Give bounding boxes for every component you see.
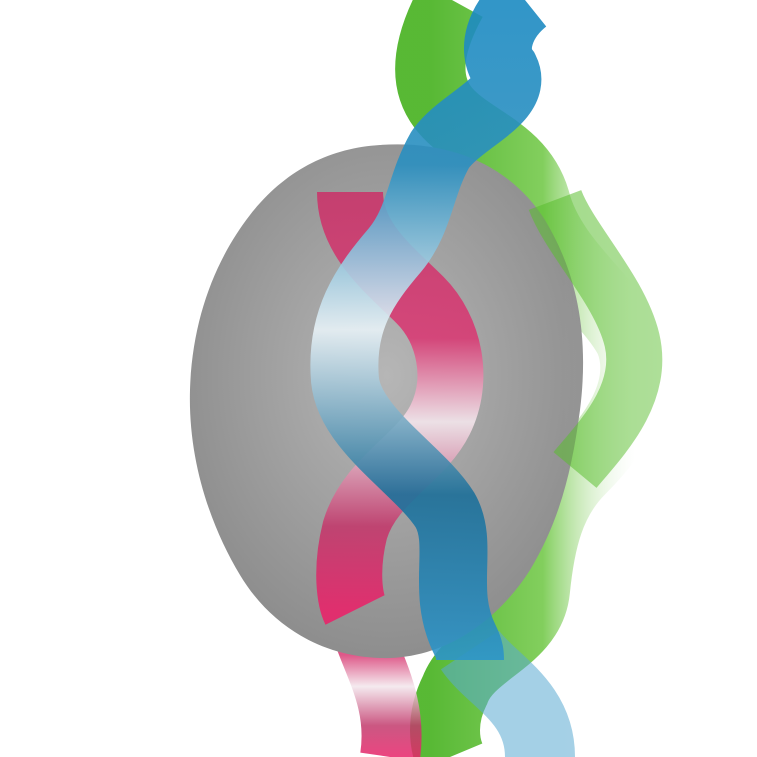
blue-strand	[310, 0, 548, 661]
edge-fade	[560, 0, 757, 757]
blue-strand-tail	[440, 628, 575, 757]
